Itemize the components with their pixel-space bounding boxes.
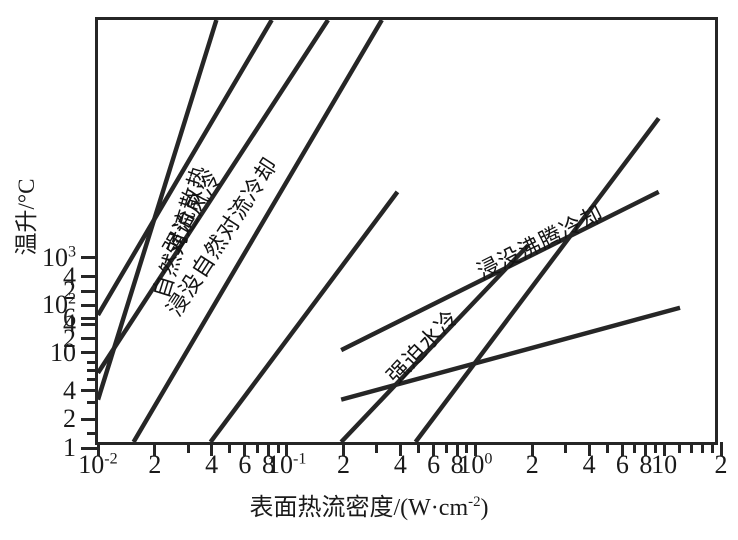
y-tick-0 <box>81 446 98 450</box>
x-tick-14 <box>644 442 648 456</box>
x-tick-label-1: 2 <box>148 450 162 479</box>
y-tick-2 <box>81 417 98 421</box>
y-tick-label-4: 4 <box>63 375 76 405</box>
series-line-2 <box>98 20 330 375</box>
x-tick-label-5: 10-1 <box>267 450 307 479</box>
x-tick-label-11: 2 <box>525 450 539 479</box>
y-tick-label-10: 4 <box>63 309 76 339</box>
y-tick-label-8: 10 <box>50 337 76 367</box>
y-tick-6 <box>87 368 98 372</box>
x-tick-label-9: 8 <box>450 450 464 479</box>
series-line-4 <box>208 190 400 442</box>
y-tick-8 <box>81 351 98 355</box>
y-tick-15 <box>81 256 98 260</box>
x-minor-tick-13 <box>690 442 694 453</box>
x-tick-label-10: 100 <box>458 450 493 479</box>
x-tick-1 <box>153 442 157 456</box>
x-tick-label-7: 4 <box>393 450 407 479</box>
x-tick-label-14: 8 <box>639 450 653 479</box>
x-minor-tick-8 <box>564 442 567 453</box>
x-tick-label-15: 10 <box>651 450 678 479</box>
x-minor-tick-2 <box>255 442 259 453</box>
x-axis-title-exponent: -2 <box>468 494 481 510</box>
y-tick-10 <box>81 322 98 326</box>
x-tick-label-0: 10-2 <box>78 450 118 479</box>
y-tick-13 <box>81 289 98 293</box>
y-tick-label-9: 2 <box>63 323 76 353</box>
x-tick-label-4: 8 <box>261 450 275 479</box>
x-axis-title-text: 表面热流密度/(W·cm <box>249 495 469 521</box>
y-tick-12 <box>81 303 98 307</box>
y-tick-5 <box>87 378 98 382</box>
x-tick-3 <box>243 442 247 456</box>
y-tick-9 <box>81 337 98 341</box>
x-minor-tick-11 <box>654 442 658 453</box>
x-tick-label-16: 2 <box>714 450 728 479</box>
x-minor-tick-15 <box>710 442 714 453</box>
x-minor-tick-10 <box>633 442 637 453</box>
y-tick-11 <box>81 316 98 320</box>
x-minor-tick-7 <box>465 442 469 453</box>
y-tick-label-2: 2 <box>63 404 76 434</box>
x-minor-tick-6 <box>444 442 448 453</box>
x-tick-0 <box>96 442 100 456</box>
y-axis-title-text: 温升/°C <box>14 178 39 256</box>
x-tick-label-2: 4 <box>205 450 219 479</box>
x-tick-11 <box>530 442 534 456</box>
y-tick-1 <box>87 432 98 436</box>
x-tick-label-13: 6 <box>615 450 629 479</box>
y-tick-14 <box>81 275 98 279</box>
series-line-1 <box>98 20 274 317</box>
x-axis-title: 表面热流密度/(W·cm-2) <box>0 487 738 522</box>
x-tick-4 <box>266 442 270 456</box>
x-minor-tick-14 <box>701 442 705 453</box>
x-tick-16 <box>719 442 723 456</box>
series-line-3 <box>131 20 384 442</box>
x-minor-tick-4 <box>375 442 379 453</box>
x-tick-12 <box>587 442 591 456</box>
x-tick-label-3: 6 <box>238 450 252 479</box>
y-tick-4 <box>81 389 98 393</box>
y-tick-label-0: 1 <box>63 433 76 462</box>
x-tick-8 <box>432 442 436 456</box>
y-tick-label-11: 6 <box>63 303 76 333</box>
x-minor-tick-12 <box>677 442 681 453</box>
data-lines-layer <box>98 20 681 442</box>
x-tick-13 <box>620 442 624 456</box>
y-axis-title: 温升/°C <box>7 107 41 327</box>
x-tick-6 <box>342 442 346 456</box>
x-axis-title-tail: ) <box>480 495 489 521</box>
x-tick-label-6: 2 <box>337 450 351 479</box>
y-tick-label-15: 103 <box>41 242 76 272</box>
x-tick-9 <box>455 442 459 456</box>
x-tick-2 <box>210 442 214 456</box>
x-minor-tick-5 <box>417 442 421 453</box>
plot-area: 1 2 4 10 2 4 6 102 2 4 103 10-2 2 4 6 8 10-1 2 4 6 8 100 2 4 6 8… <box>42 17 728 479</box>
x-tick-label-8: 6 <box>427 450 441 479</box>
y-tick-label-12: 102 <box>41 290 76 320</box>
series-line-5 <box>340 189 660 353</box>
series-line-8 <box>413 116 661 442</box>
y-tick-label-14: 4 <box>63 261 76 291</box>
x-minor-tick-3 <box>276 442 280 453</box>
x-minor-tick-1 <box>228 442 232 453</box>
x-tick-label-12: 4 <box>582 450 596 479</box>
y-tick-label-13: 2 <box>63 276 76 306</box>
series-line-7 <box>339 243 530 442</box>
x-tick-15 <box>662 442 666 456</box>
x-minor-tick-9 <box>605 442 609 453</box>
y-tick-3 <box>87 401 98 405</box>
series-line-0 <box>98 20 219 401</box>
x-minor-tick-0 <box>186 442 190 453</box>
x-tick-7 <box>398 442 402 456</box>
x-tick-5 <box>285 442 289 456</box>
y-tick-7 <box>87 360 98 364</box>
x-tick-10 <box>473 442 477 456</box>
